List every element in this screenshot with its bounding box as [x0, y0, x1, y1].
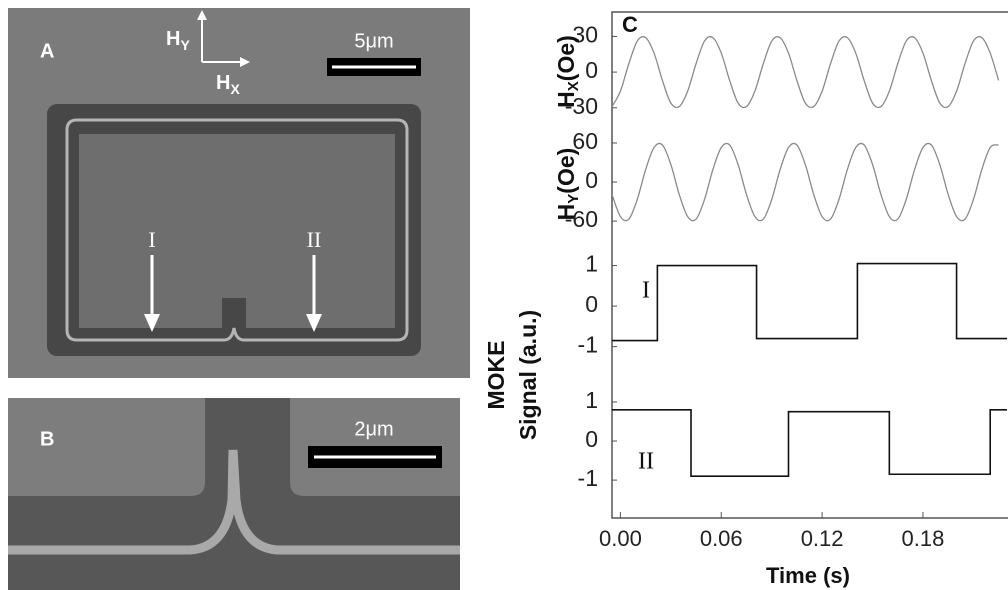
x-tick-label: 0.06 [700, 526, 743, 551]
wire [8, 449, 460, 555]
y-tick-label: 60 [572, 128, 598, 154]
signal-line [612, 262, 1007, 342]
y-label-sub: X [565, 81, 582, 91]
arrow-label: I [148, 227, 155, 252]
y-tick-label: 0 [585, 167, 598, 193]
y-label-main: H [553, 91, 579, 108]
scale-label: 2μm [354, 418, 393, 440]
plot-frame [611, 11, 1008, 519]
x-tick-label: 0.12 [801, 526, 844, 551]
y-axis-label: MOKE [483, 341, 509, 410]
panel-a: I II A HY HX 5μm [8, 8, 470, 378]
y-tick-label: 0 [585, 426, 598, 452]
y-tick-label: -60 [565, 206, 598, 232]
hx-label: HX [216, 72, 240, 96]
arrow-label: II [307, 227, 322, 252]
x-tick-label: 0.18 [902, 526, 945, 551]
y-axis-label: HY(Oe) [553, 148, 582, 221]
hx-main: H [216, 72, 230, 94]
island [79, 134, 395, 328]
y-tick-label: 30 [572, 21, 598, 47]
arrow-head [240, 57, 250, 67]
arrow-head [197, 10, 207, 20]
y-tick-label: 0 [585, 291, 598, 317]
hy-main: H [166, 28, 180, 50]
panel-label: B [40, 428, 54, 450]
trace-label: I [642, 278, 650, 304]
signal-line [612, 408, 1007, 477]
hy-sub: Y [180, 37, 190, 53]
y-tick-label: 1 [585, 251, 598, 277]
y-tick-label: -1 [578, 465, 598, 491]
panel-b: B 2μm [8, 398, 460, 590]
x-axis-label: Time (s) [766, 563, 850, 588]
y-tick-label: -30 [565, 93, 598, 119]
panel-c: C [611, 11, 1008, 519]
signal-line [611, 142, 999, 222]
panel-label: A [40, 40, 54, 62]
y-label-unit: (Oe) [553, 148, 579, 194]
arrow-head [144, 314, 160, 332]
hy-label: HY [166, 28, 190, 52]
y-axis-label: HX(Oe) [553, 35, 582, 108]
y-axis-label: Signal (a.u.) [515, 310, 541, 440]
scale-label: 5μm [354, 30, 393, 52]
wire-loop [65, 118, 409, 342]
y-tick-label: 0 [585, 57, 598, 83]
hx-sub: X [230, 81, 240, 97]
y-tick-label: -1 [578, 332, 598, 358]
y-tick-label: 1 [585, 387, 598, 413]
panel-label: C [622, 12, 638, 37]
trace-label: II [638, 449, 654, 475]
pad [8, 398, 205, 496]
y-label-unit: (Oe) [553, 35, 579, 81]
y-label-main: H [553, 204, 579, 221]
y-label-sub: Y [565, 194, 582, 204]
x-tick-label: 0.00 [599, 526, 642, 551]
arrow-head [306, 314, 322, 332]
signal-line [611, 36, 1000, 109]
